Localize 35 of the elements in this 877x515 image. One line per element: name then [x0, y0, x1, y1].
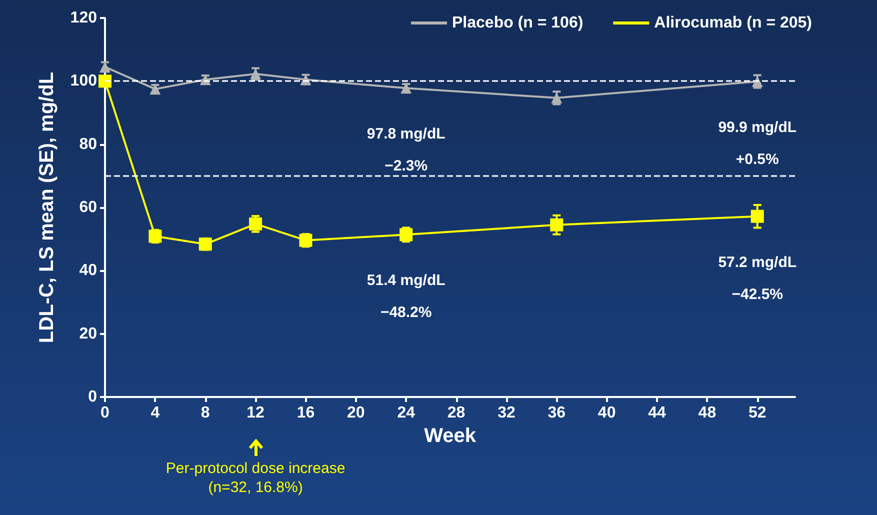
- point: [249, 217, 262, 230]
- y-axis-title: LDL-C, LS mean (SE), mg/dL: [36, 72, 58, 344]
- y-tick-label: 0: [88, 388, 98, 406]
- x-tick-label: 16: [296, 404, 315, 422]
- x-tick-label: 4: [150, 404, 160, 422]
- x-tick-label: 32: [498, 404, 516, 422]
- y-tick-label: 20: [79, 325, 98, 342]
- x-tick-label: 28: [447, 404, 466, 422]
- x-tick-label: 36: [548, 404, 566, 422]
- x-axis-title: Week: [424, 424, 477, 447]
- x-tick-label: 40: [598, 404, 616, 422]
- point: [98, 74, 112, 88]
- point: [750, 210, 764, 223]
- legend-label: Alirocumab (n = 205): [654, 14, 812, 32]
- x-tick-label: 12: [246, 404, 265, 422]
- y-tick-label: 40: [79, 262, 98, 280]
- y-tick-label: 120: [70, 10, 98, 26]
- x-tick-label: 44: [648, 404, 666, 422]
- x-tick-label: 8: [200, 404, 210, 422]
- annotation: Per-protocol dose increase (n=32, 16.8%): [166, 460, 346, 496]
- annotation: 57.2 mg/dL −42.5%: [718, 254, 797, 303]
- annotation: 97.8 mg/dL −2.3%: [366, 126, 446, 175]
- y-tick-label: 80: [79, 136, 98, 153]
- x-tick-label: 52: [748, 404, 766, 422]
- annotation: 99.9 mg/dL +0.5%: [718, 118, 797, 168]
- legend-label: Placebo (n = 106): [452, 14, 584, 32]
- y-tick-label: 100: [70, 72, 98, 90]
- x-tick-label: 0: [100, 404, 110, 422]
- x-tick-label: 24: [397, 404, 416, 422]
- y-tick-label: 60: [79, 199, 98, 216]
- annotation: 51.4 mg/dL −48.2%: [366, 272, 446, 322]
- point: [550, 218, 564, 232]
- x-tick-label: 48: [698, 404, 716, 422]
- x-tick-label: 20: [347, 404, 365, 422]
- point: [150, 84, 161, 95]
